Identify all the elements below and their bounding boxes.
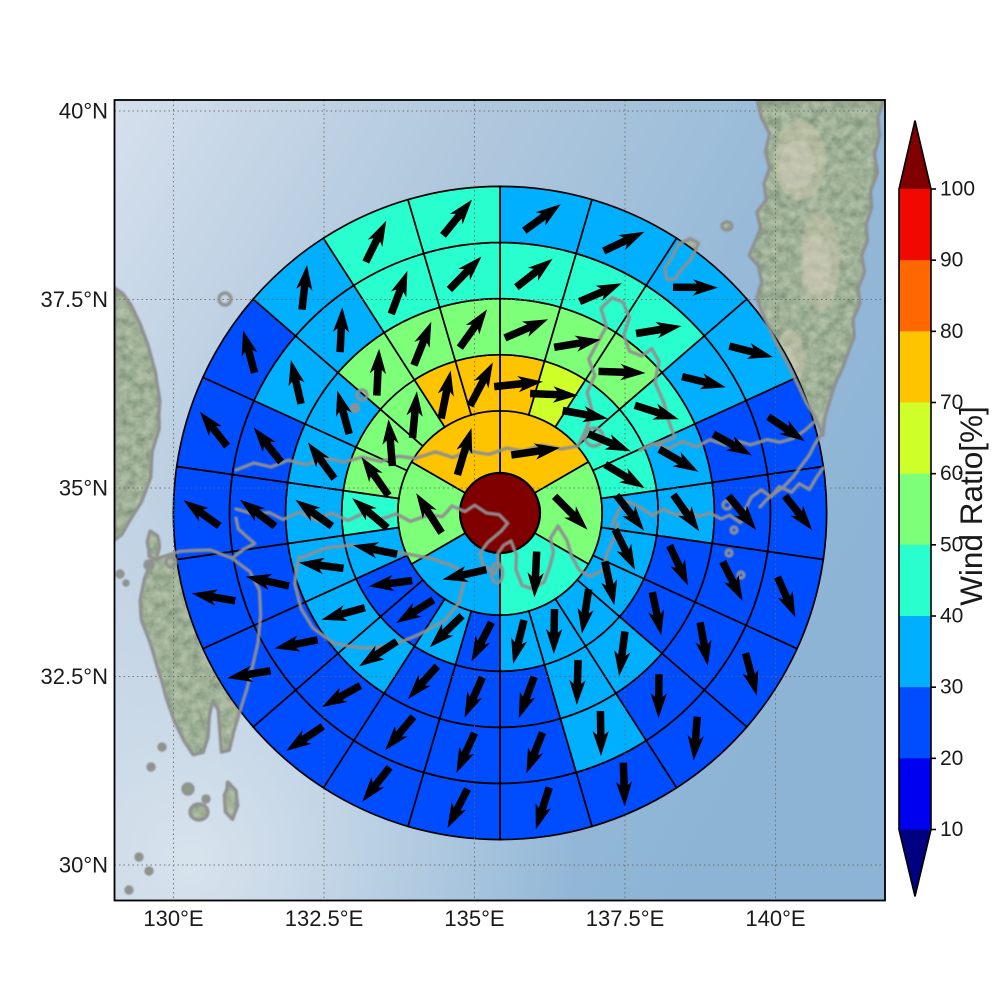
svg-text:132.5°E: 132.5°E [285, 906, 364, 931]
svg-text:32.5°N: 32.5°N [40, 664, 108, 689]
svg-text:135°E: 135°E [444, 906, 504, 931]
svg-text:70: 70 [940, 391, 963, 414]
svg-text:140°E: 140°E [745, 906, 805, 931]
svg-text:80: 80 [940, 320, 963, 343]
svg-text:90: 90 [940, 249, 963, 272]
svg-text:37.5°N: 37.5°N [40, 287, 108, 312]
svg-text:137.5°E: 137.5°E [586, 906, 665, 931]
svg-text:30: 30 [940, 676, 963, 699]
svg-text:50: 50 [940, 533, 963, 556]
svg-text:Wind Ratio[%]: Wind Ratio[%] [953, 406, 989, 606]
svg-text:35°N: 35°N [59, 476, 108, 501]
svg-text:30°N: 30°N [59, 853, 108, 878]
svg-text:10: 10 [940, 818, 963, 841]
svg-text:130°E: 130°E [143, 906, 203, 931]
svg-text:40°N: 40°N [59, 99, 108, 124]
svg-text:60: 60 [940, 462, 963, 485]
svg-text:100: 100 [940, 178, 975, 201]
svg-text:20: 20 [940, 747, 963, 770]
svg-text:40: 40 [940, 605, 963, 628]
